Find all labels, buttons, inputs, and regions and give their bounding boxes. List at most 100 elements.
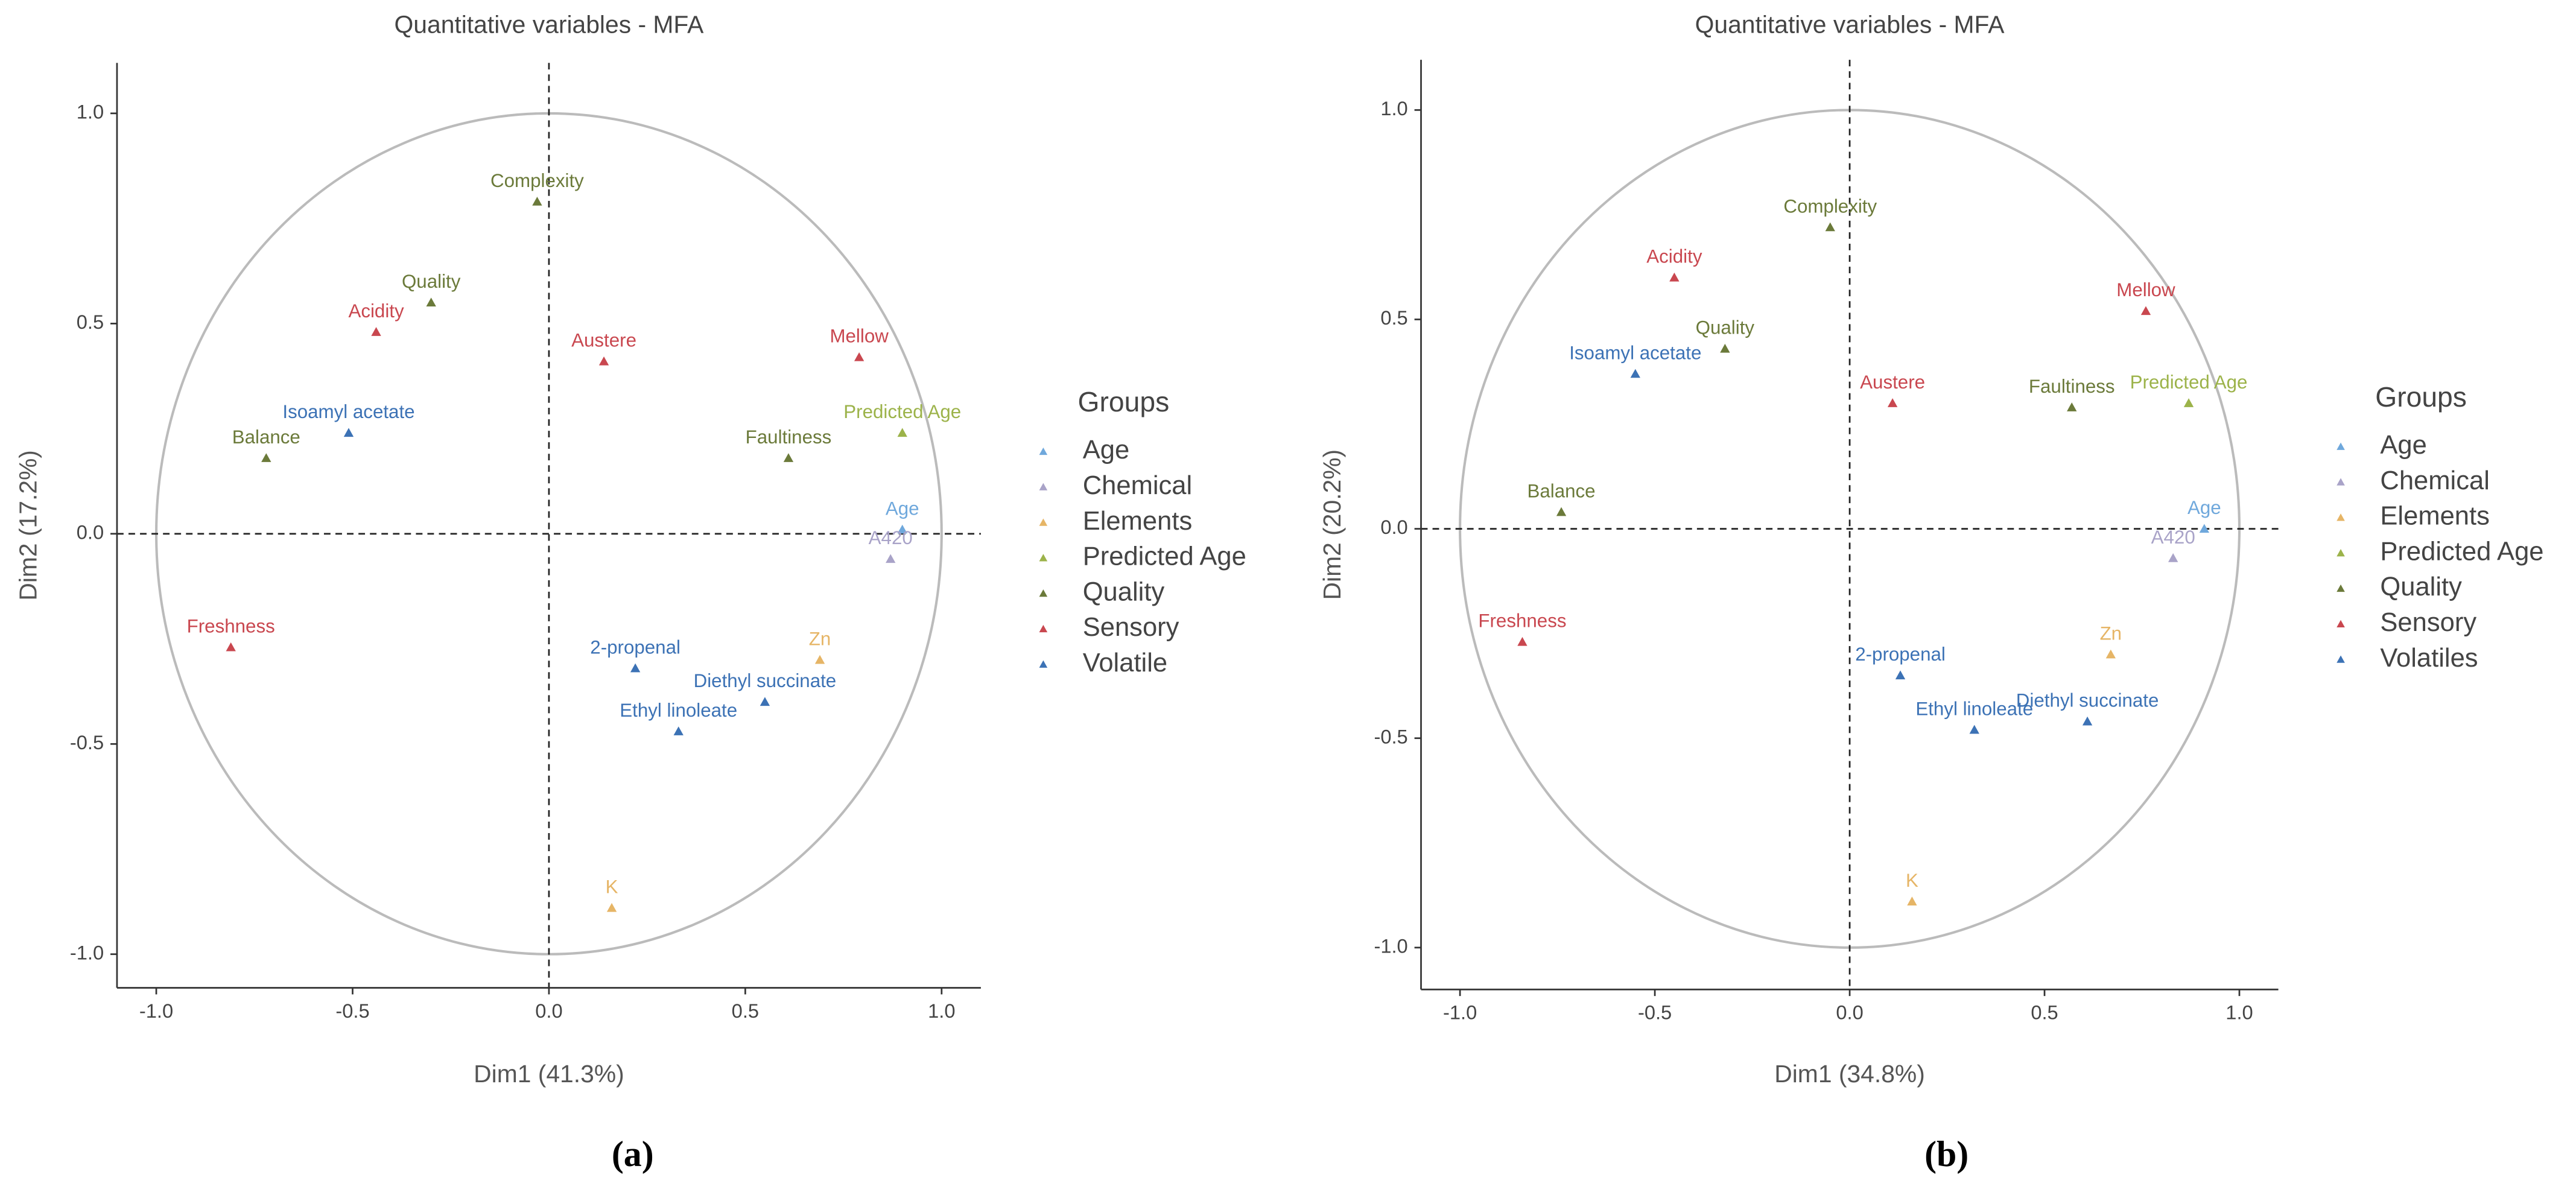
- x-tick-label: 1.0: [2225, 1001, 2253, 1024]
- caption: (b): [1924, 1134, 1968, 1174]
- point-label: Quality: [1696, 317, 1755, 338]
- point: [760, 697, 770, 706]
- point-label: Faultiness: [2029, 376, 2115, 397]
- legend-symbol: [2336, 549, 2345, 557]
- legend-symbol: [2336, 620, 2345, 627]
- y-tick-label: -0.5: [70, 731, 104, 753]
- point-label: Complexity: [1783, 195, 1877, 217]
- point: [371, 327, 381, 336]
- y-tick-label: 0.0: [1380, 516, 1407, 538]
- panel: Quantitative variables - MFA -1.0 -0.5 0.0 0…: [14, 10, 1246, 1174]
- legend-label: Elements: [1083, 507, 1193, 536]
- point: [226, 642, 236, 652]
- y-tick-label: 0.5: [1380, 306, 1407, 329]
- legend-label: Age: [2380, 431, 2426, 460]
- x-tick-label: -1.0: [1443, 1001, 1477, 1024]
- point: [2183, 398, 2194, 407]
- point: [598, 356, 609, 366]
- y-axis-title: Dim2 (17.2%): [14, 450, 42, 601]
- point-label: Acidity: [348, 300, 404, 322]
- point: [1907, 896, 1917, 905]
- point-label: 2-propenal: [590, 636, 680, 658]
- legend-label: Chemical: [2380, 466, 2490, 495]
- legend-label: Quality: [1083, 577, 1165, 606]
- point: [426, 297, 436, 307]
- x-tick-label: 1.0: [928, 1000, 955, 1022]
- x-axis-title: Dim1 (34.8%): [1774, 1060, 1925, 1088]
- point: [783, 453, 794, 462]
- point: [1887, 398, 1898, 407]
- legend-symbol: [2336, 513, 2345, 521]
- point: [673, 726, 684, 735]
- point: [1895, 670, 1906, 680]
- x-tick-label: 0.0: [1836, 1001, 1863, 1024]
- point-label: Zn: [809, 629, 831, 650]
- point: [532, 197, 542, 206]
- legend-label: Chemical: [1083, 471, 1193, 500]
- legend-label: Elements: [2380, 502, 2490, 531]
- legend-title: Groups: [2375, 381, 2467, 413]
- legend-symbol: [1039, 589, 1048, 597]
- chart-title: Quantitative variables - MFA: [1695, 10, 2005, 38]
- legend-title: Groups: [1078, 386, 1170, 417]
- y-axis-title: Dim2 (20.2%): [1318, 449, 1346, 600]
- y-tick-label: -1.0: [1374, 934, 1407, 957]
- point-label: Age: [2187, 497, 2221, 518]
- point-label: A420: [869, 527, 913, 548]
- point-label: Balance: [1527, 480, 1595, 501]
- point: [2168, 553, 2178, 562]
- point: [897, 428, 907, 437]
- caption: (a): [612, 1134, 654, 1174]
- point: [2140, 306, 2151, 315]
- legend-label: Age: [1083, 436, 1129, 465]
- legend-label: Predicted Age: [1083, 542, 1246, 571]
- legend-symbol: [2336, 655, 2345, 663]
- x-tick-label: 0.0: [535, 1000, 562, 1022]
- panel: Quantitative variables - MFA -1.0 -0.5 0.0 0…: [1318, 10, 2544, 1174]
- point: [1556, 507, 1567, 516]
- point: [854, 352, 864, 361]
- legend-symbol: [1039, 624, 1048, 633]
- legend-label: Sensory: [1083, 613, 1179, 642]
- y-tick-label: 1.0: [1380, 97, 1407, 119]
- point-label: Austere: [571, 330, 636, 351]
- point: [2082, 716, 2093, 726]
- point-label: Predicted Age: [843, 401, 961, 422]
- legend-symbol: [1039, 447, 1048, 455]
- point: [1669, 272, 1680, 282]
- legend-symbol: [1039, 518, 1048, 526]
- x-axis-title: Dim1 (41.3%): [474, 1060, 624, 1088]
- legend-label: Predicted Age: [2380, 537, 2543, 566]
- point-label: Acidity: [1646, 246, 1702, 267]
- point-label: Balance: [232, 426, 300, 448]
- point-label: Zn: [2100, 623, 2122, 644]
- point-label: Predicted Age: [2130, 372, 2248, 393]
- x-tick-label: -0.5: [335, 1000, 369, 1022]
- point-label: Faultiness: [746, 426, 832, 448]
- point-label: Quality: [402, 271, 461, 292]
- y-tick-label: -0.5: [1374, 725, 1407, 747]
- point: [1517, 636, 1528, 646]
- x-tick-label: 0.5: [732, 1000, 759, 1022]
- point-label: Mellow: [2116, 279, 2175, 300]
- point: [630, 663, 641, 673]
- point-label: K: [1906, 870, 1918, 891]
- point-label: A420: [2151, 527, 2195, 548]
- y-tick-label: -1.0: [70, 941, 104, 963]
- point-label: Freshness: [1478, 610, 1566, 632]
- point-label: Diethyl succinate: [694, 670, 837, 691]
- point: [1630, 369, 1640, 378]
- point-label: Age: [886, 498, 919, 519]
- legend-label: Volatiles: [2380, 644, 2478, 673]
- point: [897, 524, 907, 534]
- y-tick-label: 0.5: [77, 311, 104, 333]
- legend-label: Volatile: [1083, 648, 1167, 677]
- legend-symbol: [2336, 584, 2345, 592]
- point-label: Austere: [1860, 372, 1925, 393]
- point-label: K: [606, 877, 618, 898]
- point: [2199, 524, 2210, 533]
- point: [814, 655, 825, 664]
- point-label: Mellow: [830, 326, 889, 347]
